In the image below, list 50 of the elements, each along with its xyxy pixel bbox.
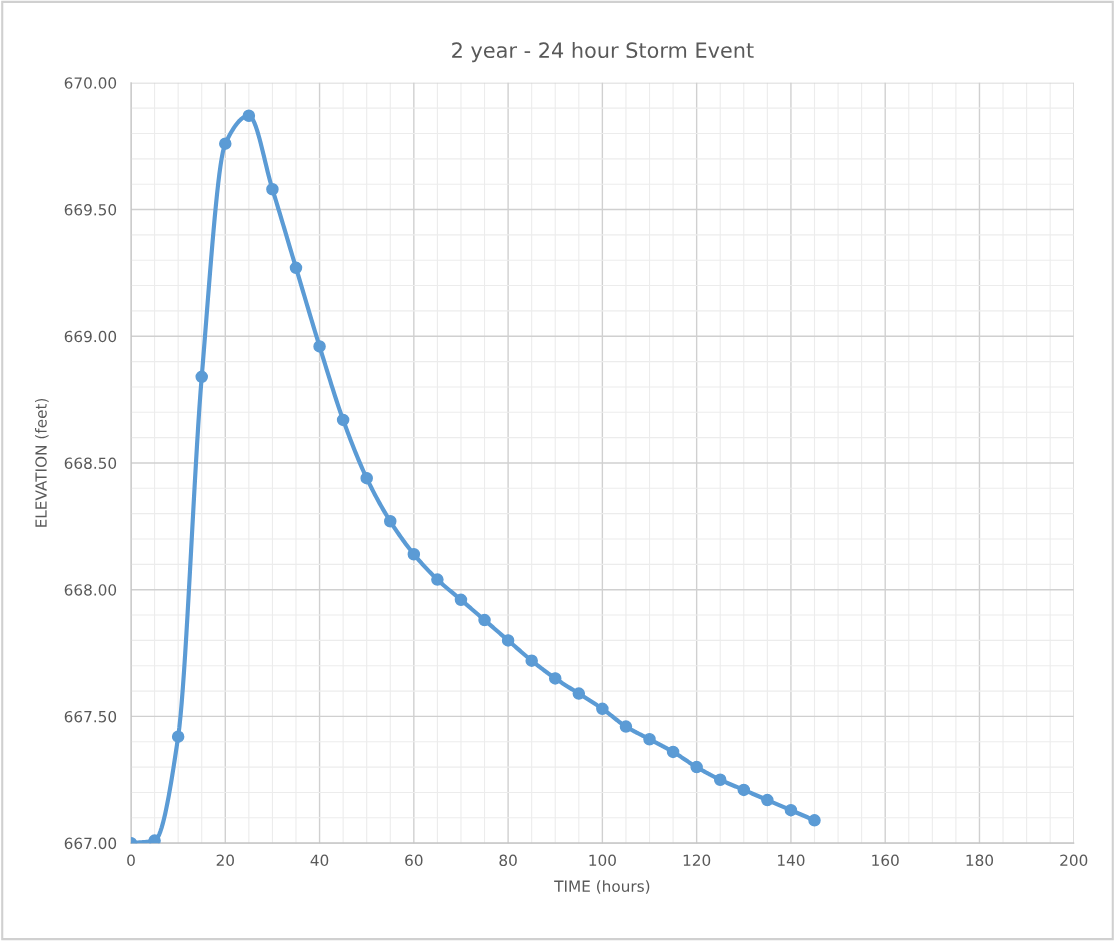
point xyxy=(219,137,232,150)
x-axis-title: TIME (hours) xyxy=(554,880,650,894)
y-tick-label: 667.50 xyxy=(64,710,117,723)
point xyxy=(454,593,468,607)
y-tick-label: 668.50 xyxy=(64,457,117,469)
x-tick-label: 180 xyxy=(966,854,994,867)
point xyxy=(242,109,256,123)
point xyxy=(266,183,279,196)
point xyxy=(666,745,680,759)
point xyxy=(336,413,350,427)
point xyxy=(784,803,798,817)
point xyxy=(501,634,515,647)
y-tick-label: 667.00 xyxy=(64,837,117,850)
point xyxy=(690,760,703,774)
x-tick-label: 200 xyxy=(1060,854,1088,867)
point xyxy=(431,573,444,586)
point xyxy=(407,547,421,561)
point xyxy=(761,793,774,807)
x-tick-label: 160 xyxy=(872,854,899,867)
point xyxy=(596,702,609,716)
y-tick-label: 668.00 xyxy=(64,584,117,596)
point xyxy=(619,720,633,733)
point xyxy=(195,370,208,384)
point xyxy=(643,732,656,746)
x-tick-label: 40 xyxy=(310,854,329,867)
point xyxy=(737,783,751,797)
point xyxy=(572,687,586,700)
chart-title: 2 year - 24 hour Storm Event xyxy=(452,41,754,63)
y-tick-label: 670.00 xyxy=(64,77,117,89)
point xyxy=(525,654,538,667)
y-axis-title: ELEVATION (feet) xyxy=(34,398,49,527)
point xyxy=(478,613,491,627)
x-tick-label: 60 xyxy=(405,854,423,867)
y-tick-label: 669.00 xyxy=(64,330,117,343)
x-tick-label: 80 xyxy=(499,854,517,867)
x-tick-label: 20 xyxy=(216,854,234,867)
x-tick-label: 0 xyxy=(127,854,135,867)
x-tick-label: 140 xyxy=(778,854,805,867)
point xyxy=(360,471,373,485)
point xyxy=(808,814,821,827)
point xyxy=(171,730,185,743)
point xyxy=(148,834,161,844)
point xyxy=(289,261,303,275)
point xyxy=(384,515,397,528)
point xyxy=(313,340,326,353)
x-tick-label: 120 xyxy=(683,854,711,867)
x-tick-label: 100 xyxy=(589,854,616,867)
point xyxy=(713,773,727,787)
y-tick-label: 669.50 xyxy=(64,203,117,216)
point xyxy=(548,672,562,685)
